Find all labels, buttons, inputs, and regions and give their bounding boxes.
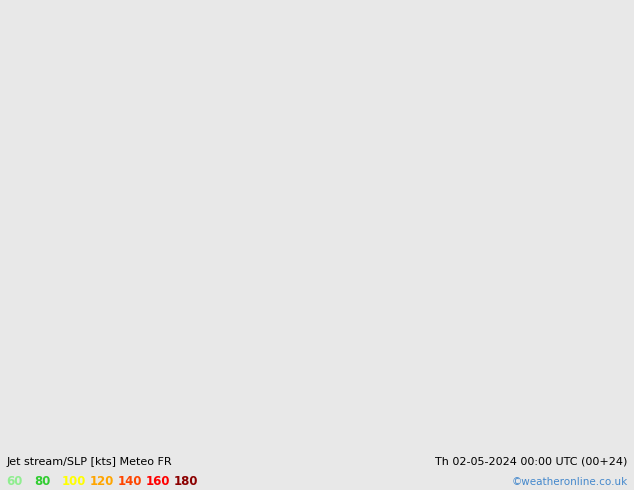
Text: 160: 160 bbox=[146, 475, 171, 489]
Text: 140: 140 bbox=[118, 475, 143, 489]
Text: Th 02-05-2024 00:00 UTC (00+24): Th 02-05-2024 00:00 UTC (00+24) bbox=[436, 457, 628, 467]
Text: 120: 120 bbox=[90, 475, 114, 489]
Text: ©weatheronline.co.uk: ©weatheronline.co.uk bbox=[512, 477, 628, 487]
Text: 100: 100 bbox=[62, 475, 86, 489]
Text: 80: 80 bbox=[34, 475, 51, 489]
Text: 60: 60 bbox=[6, 475, 23, 489]
Text: 180: 180 bbox=[174, 475, 198, 489]
Text: Jet stream/SLP [kts] Meteo FR: Jet stream/SLP [kts] Meteo FR bbox=[6, 457, 172, 467]
